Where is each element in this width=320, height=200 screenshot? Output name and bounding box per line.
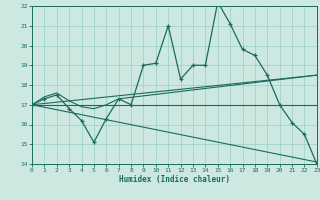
X-axis label: Humidex (Indice chaleur): Humidex (Indice chaleur) [119, 175, 230, 184]
